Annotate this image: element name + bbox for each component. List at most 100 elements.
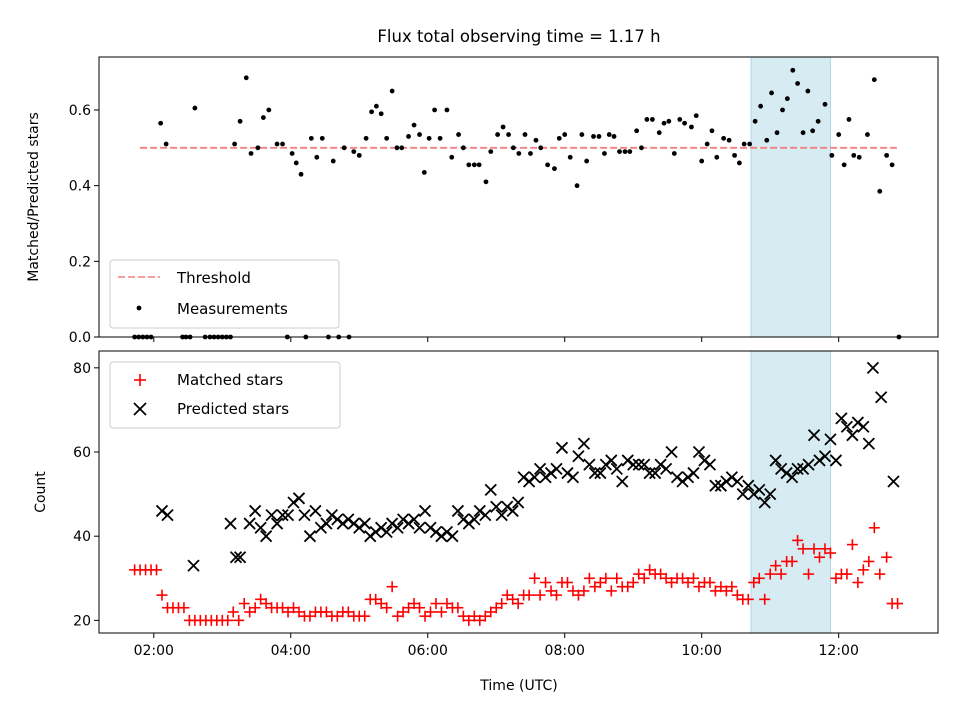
measurement-point (871, 77, 877, 83)
measurement-point (611, 134, 617, 139)
y-tick-label: 0.2 (69, 254, 91, 270)
predicted-star-point (605, 454, 618, 467)
measurement-point (466, 162, 472, 168)
predicted-star-point (229, 551, 243, 564)
highlight-span-rect (751, 351, 831, 633)
measurement-point (411, 122, 417, 128)
predicted-star-point (550, 462, 563, 475)
measurement-point (639, 145, 644, 151)
predicted-star-point (742, 479, 755, 492)
measurement-point (602, 151, 607, 156)
matched-star-point (759, 593, 771, 605)
matched-star-point (797, 543, 809, 555)
measurement-point (693, 113, 699, 119)
ratio-x-ticks (153, 337, 840, 342)
measurement-point (591, 134, 596, 139)
measurement-point (815, 118, 821, 124)
measurement-point (732, 152, 737, 158)
measurement-point (437, 135, 443, 141)
measurement-point (790, 67, 796, 73)
matched-star-point (583, 572, 595, 584)
predicted-star-point (857, 420, 870, 433)
predicted-star-point (391, 521, 404, 534)
matched-star-point (222, 614, 234, 626)
predicted-star-point (649, 466, 662, 480)
y-tick-label: 40 (73, 529, 91, 545)
measurement-point (378, 111, 384, 117)
measurement-point (644, 117, 650, 122)
measurement-point (308, 135, 314, 141)
matched-star-point (233, 614, 245, 626)
matched-star-point (452, 602, 464, 614)
matched-star-point (151, 564, 163, 576)
measurement-point (795, 81, 800, 86)
count-legend-box (109, 361, 341, 429)
measurement-point (709, 128, 715, 134)
predicted-star-point (665, 445, 678, 459)
measurement-point (704, 141, 710, 147)
predicted-star-point (276, 509, 289, 522)
measurement-point (758, 103, 764, 109)
matched-star-point (359, 610, 371, 622)
measurement-point (538, 145, 544, 151)
predicted-star-point (829, 454, 843, 467)
measurement-point (627, 149, 633, 154)
predicted-star-point (484, 483, 497, 497)
matched-star-point (742, 593, 754, 605)
measurement-point (289, 151, 295, 156)
matched-star-point (540, 576, 552, 588)
predicted-star-point (875, 391, 888, 404)
matched-star-point (803, 568, 815, 580)
highlight-span (750, 351, 831, 633)
predicted-star-point (259, 530, 273, 543)
measurement-point (617, 149, 622, 154)
measurement-point (255, 145, 261, 151)
measurement-point (552, 166, 557, 172)
predicted-star-point (687, 466, 700, 480)
measurement-point (500, 124, 506, 130)
predicted-star-point (862, 437, 875, 450)
measurement-point (192, 105, 198, 111)
measurement-point (567, 154, 573, 160)
matched-star-point (753, 572, 765, 584)
matched-star-point (627, 576, 639, 588)
matched-star-point (496, 598, 508, 610)
measurement-point (545, 162, 551, 168)
measurement-point (488, 149, 494, 154)
predicted-star-point (479, 509, 492, 522)
matched-star-point (824, 547, 836, 559)
measurement-point (260, 115, 266, 120)
measurement-point (780, 107, 785, 113)
measurement-point (784, 96, 790, 102)
highlight-span (750, 57, 831, 337)
measurement-point (889, 162, 895, 168)
matched-star-point (687, 572, 699, 584)
matched-star-point (770, 560, 782, 572)
x-axis-label: Time (UTC) (479, 678, 557, 694)
matched-star-point (611, 572, 623, 584)
measurement-point (682, 120, 687, 126)
predicted-star-point (265, 509, 278, 522)
predicted-star-point (572, 450, 585, 463)
matched-star-point (892, 598, 904, 610)
x-tick-label: 12:00 (819, 643, 859, 659)
matched-star-point (857, 564, 869, 576)
predicted-star-point (807, 429, 821, 442)
x-tick-label: 06:00 (408, 643, 448, 659)
matched-star-point (881, 551, 893, 563)
measurement-point (341, 145, 347, 151)
predicted-star-point (281, 509, 295, 522)
predicted-star-point (835, 412, 848, 425)
matched-star-point (874, 568, 886, 580)
measurement-point (495, 132, 501, 137)
measurement-point (747, 141, 753, 147)
predicted-star-point (566, 471, 580, 484)
measurement-point (232, 141, 238, 147)
measurement-point (699, 158, 705, 164)
measurement-point (351, 149, 357, 154)
matched-star-point (841, 568, 853, 580)
measurement-point (822, 101, 828, 107)
predicted-star-point (495, 509, 508, 522)
measurement-point (774, 130, 780, 136)
predicted-star-point (818, 450, 832, 463)
